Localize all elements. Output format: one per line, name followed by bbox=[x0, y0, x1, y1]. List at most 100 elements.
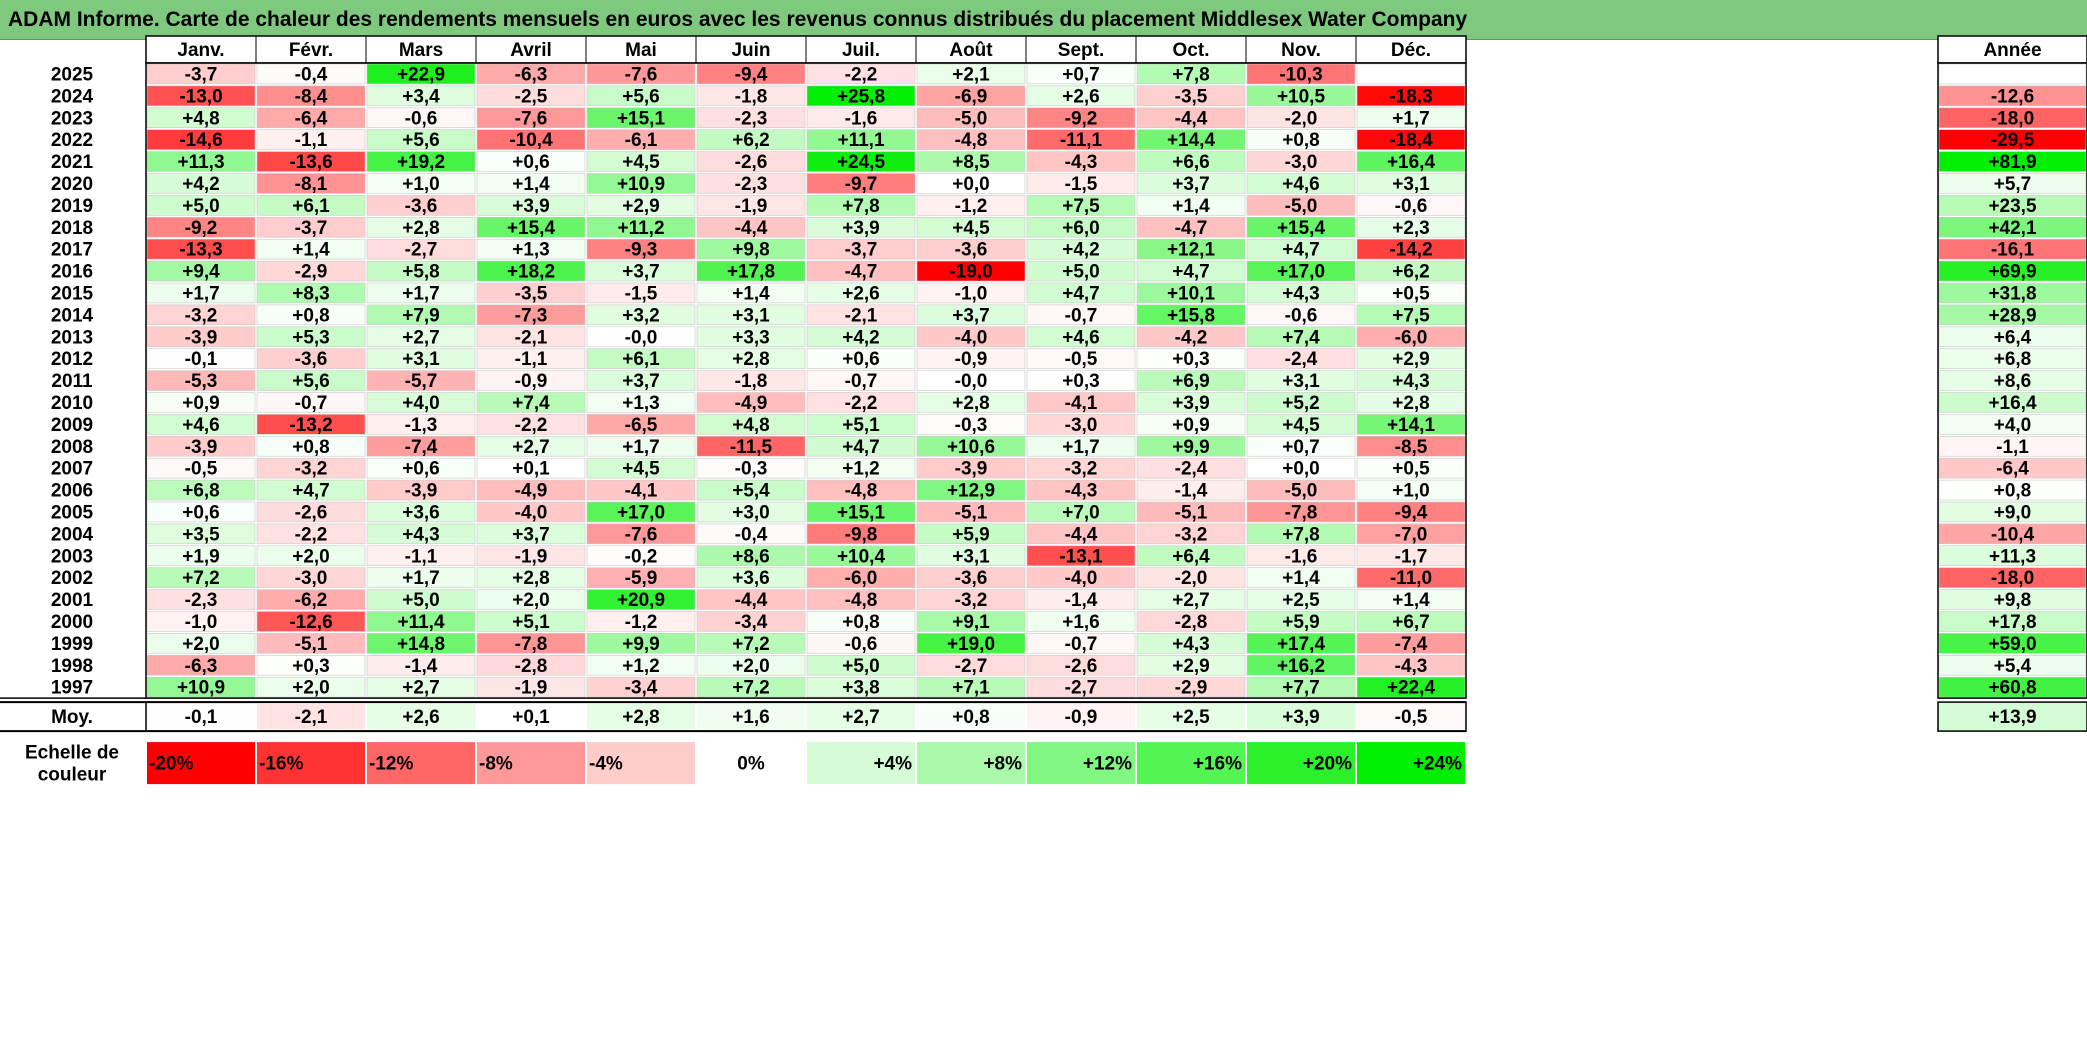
cell-value: +1,4 bbox=[1392, 590, 1430, 611]
heatmap-cell bbox=[366, 217, 476, 238]
cell-value: +3,6 bbox=[402, 502, 440, 523]
cell-value: +3,7 bbox=[1172, 174, 1210, 195]
annual-value: +9,0 bbox=[1994, 502, 2032, 523]
cell-value: -7,0 bbox=[1395, 524, 1428, 545]
cell-value: -1,8 bbox=[735, 371, 768, 392]
heatmap-cell bbox=[1136, 523, 1246, 545]
heatmap-cell bbox=[146, 633, 256, 654]
heatmap-cell bbox=[256, 195, 366, 216]
heatmap-cell bbox=[366, 611, 476, 632]
heatmap-cell bbox=[256, 501, 366, 523]
cell-value: +9,8 bbox=[732, 240, 770, 261]
heatmap-cell bbox=[146, 545, 256, 566]
heatmap-cell bbox=[366, 370, 476, 391]
heatmap-cell bbox=[1136, 85, 1246, 107]
heatmap-cell bbox=[696, 545, 806, 566]
cell-value: +5,6 bbox=[402, 130, 440, 151]
cell-value: +7,8 bbox=[1172, 64, 1210, 85]
cell-value: +2,1 bbox=[952, 64, 990, 85]
cell-value: +3,7 bbox=[952, 305, 990, 326]
cell-value: +5,6 bbox=[622, 86, 660, 107]
heatmap-cell bbox=[146, 523, 256, 545]
cell-value: -4,8 bbox=[845, 481, 878, 502]
cell-value: -10,4 bbox=[509, 130, 553, 151]
heatmap-cell bbox=[916, 392, 1026, 413]
cell-value: -0,5 bbox=[1065, 349, 1098, 370]
cell-value: -5,0 bbox=[1285, 196, 1318, 217]
heatmap-cell bbox=[476, 611, 586, 632]
cell-value: +2,7 bbox=[1172, 590, 1210, 611]
cell-value: -1,9 bbox=[515, 678, 548, 699]
heatmap-cell bbox=[806, 85, 916, 107]
annual-cell bbox=[1938, 348, 2087, 369]
heatmap-cell bbox=[696, 326, 806, 347]
heatmap-cell bbox=[146, 435, 256, 457]
cell-value: -7,6 bbox=[625, 64, 658, 85]
cell-value: +2,7 bbox=[512, 437, 550, 458]
heatmap-cell bbox=[1356, 107, 1466, 129]
heatmap-cell bbox=[1246, 129, 1356, 150]
cell-value: +15,4 bbox=[507, 218, 556, 239]
heatmap-cell bbox=[916, 348, 1026, 369]
heatmap-cell bbox=[476, 479, 586, 501]
heatmap-cell bbox=[916, 457, 1026, 479]
heatmap-cell bbox=[806, 392, 916, 413]
cell-value: +7,5 bbox=[1392, 305, 1430, 326]
heatmap-cell bbox=[1356, 435, 1466, 457]
heatmap-cell bbox=[366, 567, 476, 588]
year-label-2023: 2023 bbox=[51, 108, 93, 129]
average-cell bbox=[367, 704, 475, 730]
cell-value: +2,9 bbox=[1392, 349, 1430, 370]
heatmap-cell bbox=[1136, 151, 1246, 172]
heatmap-cell bbox=[1246, 414, 1356, 435]
heatmap-cell bbox=[1136, 567, 1246, 588]
cell-value: -4,1 bbox=[625, 481, 658, 502]
heatmap-cell bbox=[696, 129, 806, 150]
month-header-4: Avril bbox=[510, 40, 552, 61]
cell-value: +16,2 bbox=[1277, 656, 1325, 677]
cell-value: -3,2 bbox=[1065, 459, 1098, 480]
cell-value: +3,0 bbox=[732, 502, 770, 523]
cell-value: +18,2 bbox=[507, 262, 555, 283]
scale-label-line2: couleur bbox=[38, 765, 107, 786]
annual-value: -12,6 bbox=[1991, 86, 2034, 107]
annual-value: +60,8 bbox=[1988, 678, 2036, 699]
cell-value: +17,8 bbox=[727, 262, 775, 283]
heatmap-cell bbox=[476, 348, 586, 369]
cell-value: +3,1 bbox=[402, 349, 440, 370]
annual-cell bbox=[1938, 501, 2087, 523]
cell-value: +7,0 bbox=[1062, 502, 1100, 523]
cell-value: -5,0 bbox=[955, 108, 988, 129]
cell-value: -18,3 bbox=[1389, 86, 1432, 107]
heatmap-cell bbox=[366, 523, 476, 545]
heatmap-cell bbox=[476, 217, 586, 238]
heatmap-cell bbox=[1026, 151, 1136, 172]
heatmap-cell bbox=[146, 260, 256, 282]
heatmap-cell bbox=[146, 304, 256, 326]
cell-value: -1,2 bbox=[955, 196, 988, 217]
year-label-1997: 1997 bbox=[51, 678, 93, 699]
annual-value: -16,1 bbox=[1991, 240, 2035, 261]
cell-value: +3,1 bbox=[1392, 174, 1430, 195]
heatmap-cell bbox=[476, 676, 586, 698]
cell-value: +1,7 bbox=[402, 568, 440, 589]
annual-value: +16,4 bbox=[1988, 393, 2037, 414]
cell-value: -6,4 bbox=[295, 108, 328, 129]
heatmap-cell bbox=[1356, 414, 1466, 435]
annual-cell bbox=[1938, 414, 2087, 435]
cell-value: +4,5 bbox=[952, 218, 990, 239]
cell-value: -4,9 bbox=[735, 393, 768, 414]
annual-cell bbox=[1938, 238, 2087, 260]
heatmap-cell bbox=[1136, 217, 1246, 238]
heatmap-cell bbox=[696, 348, 806, 369]
heatmap-cell bbox=[696, 107, 806, 129]
heatmap-cell bbox=[366, 501, 476, 523]
cell-value: +5,0 bbox=[402, 590, 440, 611]
cell-value: +10,9 bbox=[617, 174, 665, 195]
cell-value: +0,6 bbox=[402, 459, 440, 480]
cell-value: -6,3 bbox=[515, 64, 548, 85]
cell-value: +4,3 bbox=[1392, 371, 1430, 392]
heatmap-cell bbox=[476, 545, 586, 566]
cell-value: -4,9 bbox=[515, 481, 548, 502]
scale-swatch bbox=[697, 742, 805, 785]
